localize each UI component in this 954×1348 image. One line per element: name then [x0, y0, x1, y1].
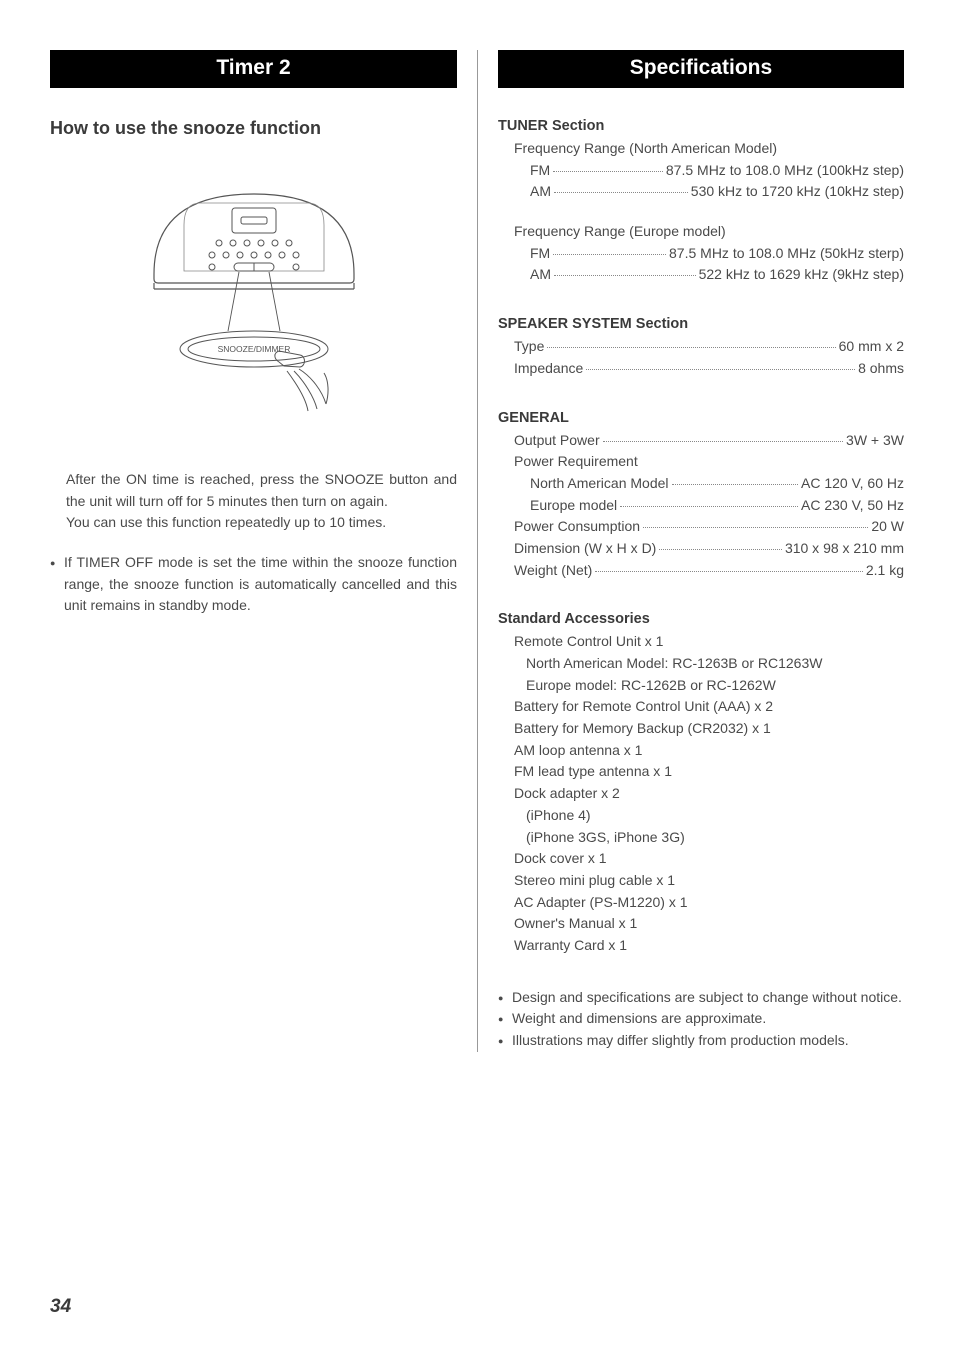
gen-dim-value: 310 x 98 x 210 mm: [785, 538, 904, 560]
accessory-item: Warranty Card x 1: [514, 935, 904, 957]
accessory-item: (iPhone 3GS, iPhone 3G): [514, 827, 904, 849]
dots: [553, 254, 666, 255]
tuner-na-fm-value: 87.5 MHz to 108.0 MHz (100kHz step): [666, 160, 904, 182]
gen-na-label: North American Model: [530, 473, 669, 495]
snooze-label-text: SNOOZE/DIMMER: [217, 344, 290, 354]
speaker-title: SPEAKER SYSTEM Section: [498, 316, 904, 332]
left-header: Timer 2: [50, 50, 457, 88]
accessory-item: Stereo mini plug cable x 1: [514, 870, 904, 892]
dots: [672, 484, 798, 485]
dots: [554, 275, 696, 276]
general-section: GENERAL Output Power 3W + 3W Power Requi…: [498, 410, 904, 582]
dots: [553, 171, 663, 172]
accessory-item: AM loop antenna x 1: [514, 740, 904, 762]
dots: [620, 506, 798, 507]
notes-list: Design and specifications are subject to…: [498, 987, 904, 1052]
accessory-item: Dock cover x 1: [514, 848, 904, 870]
speaker-imp-value: 8 ohms: [858, 358, 904, 380]
tuner-na-am-label: AM: [530, 181, 551, 203]
tuner-eu-am-label: AM: [530, 264, 551, 286]
note-item: Design and specifications are subject to…: [498, 987, 904, 1009]
gen-cons-value: 20 W: [871, 516, 904, 538]
note-item: Weight and dimensions are approximate.: [498, 1008, 904, 1030]
accessories-title: Standard Accessories: [498, 611, 904, 627]
tuner-eu-am-value: 522 kHz to 1629 kHz (9kHz step): [699, 264, 904, 286]
gen-dim-label: Dimension (W x H x D): [514, 538, 656, 560]
accessory-item: Owner's Manual x 1: [514, 913, 904, 935]
accessory-item: Europe model: RC-1262B or RC-1262W: [514, 675, 904, 697]
tuner-na-am-value: 530 kHz to 1720 kHz (10kHz step): [691, 181, 904, 203]
tuner-na-label: Frequency Range (North American Model): [514, 138, 904, 160]
page-number: 34: [50, 1296, 71, 1318]
speaker-type-value: 60 mm x 2: [839, 336, 904, 358]
gen-out-value: 3W + 3W: [846, 430, 904, 452]
dots: [603, 441, 843, 442]
accessory-item: (iPhone 4): [514, 805, 904, 827]
accessory-item: Battery for Memory Backup (CR2032) x 1: [514, 718, 904, 740]
speaker-section: SPEAKER SYSTEM Section Type 60 mm x 2 Im…: [498, 316, 904, 379]
gen-weight-label: Weight (Net): [514, 560, 592, 582]
dots: [547, 347, 835, 348]
gen-eu-label: Europe model: [530, 495, 617, 517]
snooze-subheading: How to use the snooze function: [50, 118, 457, 139]
snooze-para2: You can use this function repeatedly up …: [66, 512, 457, 534]
right-header: Specifications: [498, 50, 904, 88]
accessory-item: AC Adapter (PS-M1220) x 1: [514, 892, 904, 914]
tuner-eu-fm-value: 87.5 MHz to 108.0 MHz (50kHz sterp): [669, 243, 904, 265]
tuner-eu-label: Frequency Range (Europe model): [514, 221, 904, 243]
gen-out-label: Output Power: [514, 430, 600, 452]
tuner-na-fm-label: FM: [530, 160, 550, 182]
device-diagram: SNOOZE/DIMMER: [50, 159, 457, 429]
gen-power-req: Power Requirement: [514, 451, 904, 473]
dots: [586, 369, 855, 370]
dots: [643, 527, 868, 528]
accessory-item: Battery for Remote Control Unit (AAA) x …: [514, 696, 904, 718]
accessory-item: Remote Control Unit x 1: [514, 631, 904, 653]
dots: [659, 549, 782, 550]
gen-eu-value: AC 230 V, 50 Hz: [801, 495, 904, 517]
tuner-title: TUNER Section: [498, 118, 904, 134]
accessory-item: North American Model: RC-1263B or RC1263…: [514, 653, 904, 675]
speaker-type-label: Type: [514, 336, 544, 358]
snooze-bullet: If TIMER OFF mode is set the time within…: [50, 552, 457, 617]
dots: [554, 192, 688, 193]
dots: [595, 571, 863, 572]
gen-cons-label: Power Consumption: [514, 516, 640, 538]
note-item: Illustrations may differ slightly from p…: [498, 1030, 904, 1052]
accessories-section: Standard Accessories Remote Control Unit…: [498, 611, 904, 956]
accessory-item: FM lead type antenna x 1: [514, 761, 904, 783]
accessory-item: Dock adapter x 2: [514, 783, 904, 805]
general-title: GENERAL: [498, 410, 904, 426]
gen-na-value: AC 120 V, 60 Hz: [801, 473, 904, 495]
snooze-para1: After the ON time is reached, press the …: [66, 469, 457, 512]
tuner-eu-fm-label: FM: [530, 243, 550, 265]
gen-weight-value: 2.1 kg: [866, 560, 904, 582]
speaker-imp-label: Impedance: [514, 358, 583, 380]
tuner-section: TUNER Section Frequency Range (North Ame…: [498, 118, 904, 286]
